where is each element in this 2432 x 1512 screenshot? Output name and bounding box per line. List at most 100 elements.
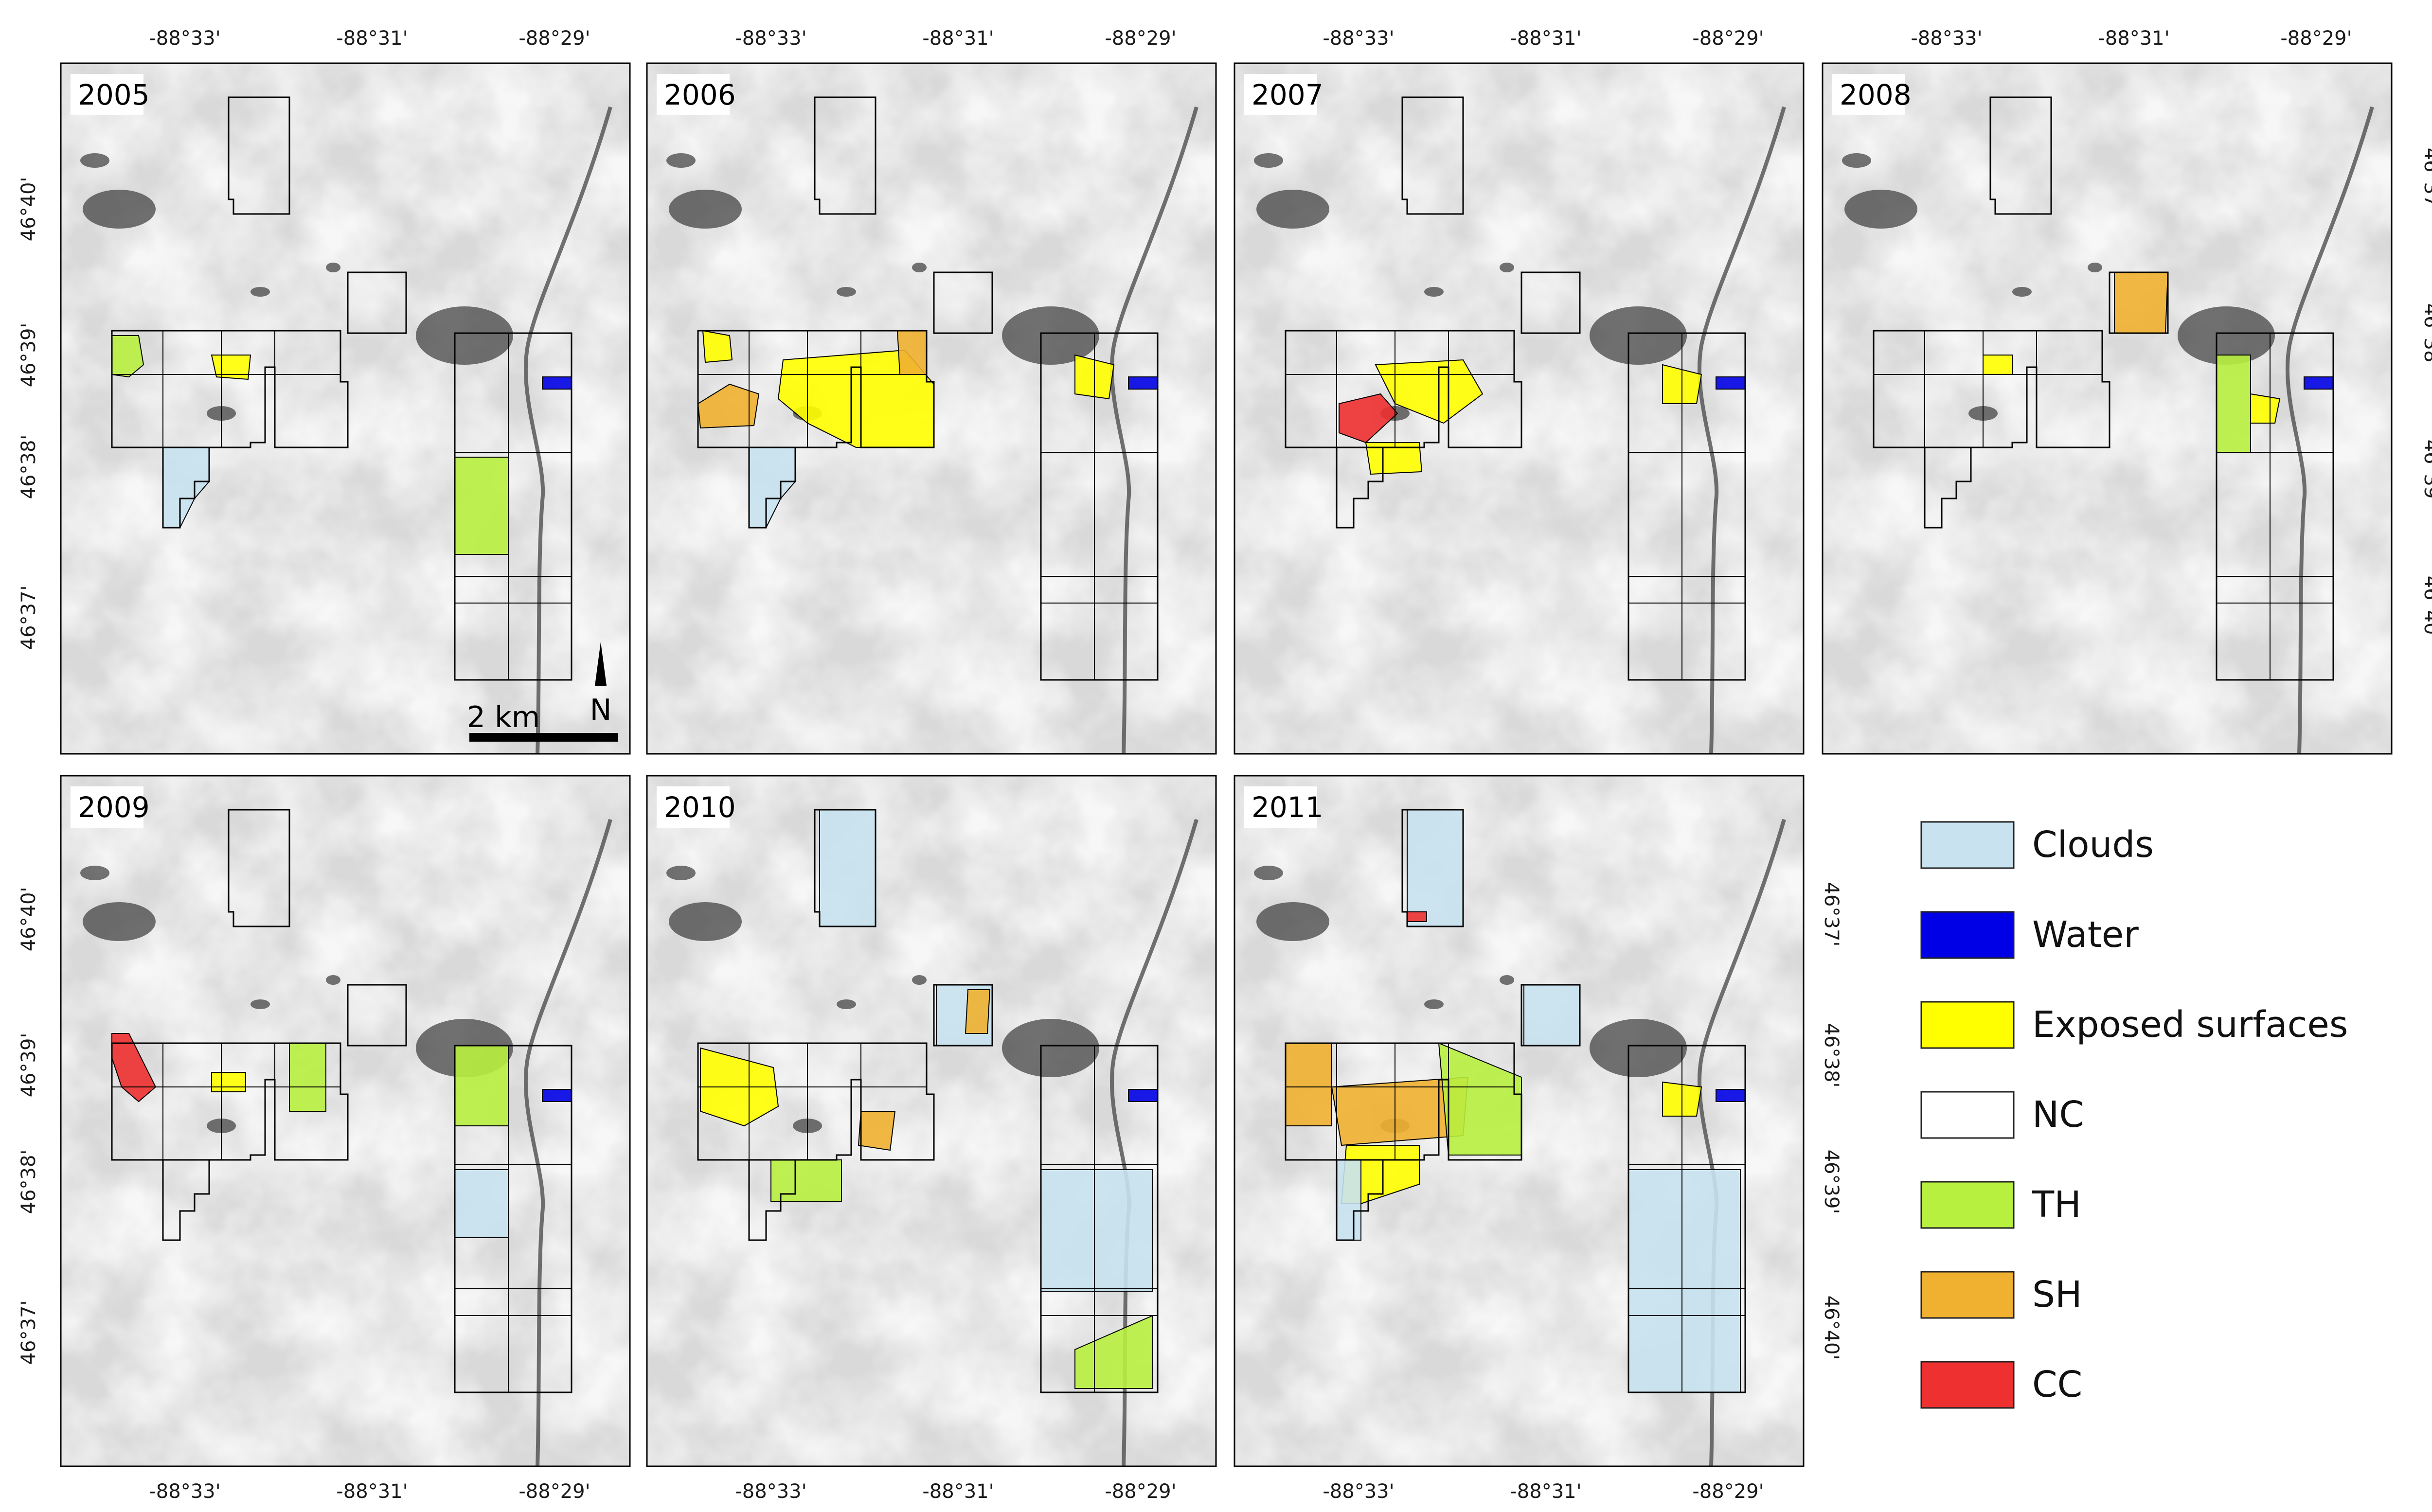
dark-terrain-feature	[326, 263, 340, 272]
lat-tick-label-right: 46°40'	[1820, 1296, 1842, 1360]
lon-tick-label-top: -88°33'	[735, 27, 806, 50]
satellite-image	[1823, 63, 2392, 754]
lon-tick-label-bottom: -88°31'	[336, 1480, 408, 1503]
lon-tick-label-top: -88°31'	[2098, 27, 2169, 50]
lon-tick-label-top: -88°29'	[519, 27, 590, 50]
class-patch-clouds	[454, 1169, 509, 1238]
year-label: 2008	[1840, 78, 1912, 111]
study-plot-outline	[1040, 1045, 1159, 1393]
study-plot-outline	[162, 1159, 210, 1241]
lat-tick-label-right: 46°39'	[1820, 1150, 1842, 1214]
dark-terrain-feature	[2088, 263, 2102, 272]
class-patch-th	[2216, 355, 2251, 453]
study-plot-outline	[748, 446, 796, 529]
study-plot-outline	[454, 1045, 572, 1393]
lat-tick-label-left: 46°37'	[18, 586, 40, 650]
class-patch-sh	[2114, 272, 2169, 334]
road	[523, 106, 612, 754]
class-patch-water	[2304, 376, 2334, 390]
class-patch-exposed-surfaces	[2250, 393, 2281, 424]
class-patch-sh	[1285, 1043, 1332, 1126]
study-plot-outline	[347, 984, 407, 1047]
map-panel-2008: 2008	[1822, 62, 2393, 755]
map-panel-2009: 2009	[60, 775, 631, 1467]
class-patch-cc	[1407, 911, 1427, 922]
lon-tick-label-bottom: -88°29'	[1105, 1480, 1176, 1503]
dark-terrain-feature	[1256, 190, 1329, 229]
study-plot-outline	[814, 809, 876, 927]
class-patch-th	[454, 1045, 509, 1126]
lat-tick-label-right: 46°40'	[2420, 576, 2432, 640]
lat-tick-label-left: 46°38'	[18, 1150, 40, 1214]
lon-tick-label-bottom: -88°29'	[1692, 1480, 1764, 1503]
class-patch-clouds	[1040, 1169, 1153, 1292]
dark-terrain-feature	[326, 975, 340, 985]
legend-label: TH	[2032, 1184, 2081, 1226]
dark-terrain-feature	[837, 287, 856, 297]
scale-bar: 2 km	[467, 700, 618, 742]
class-patch-water	[1716, 1089, 1746, 1102]
legend-swatch	[1920, 1181, 2015, 1229]
north-arrow-icon: N	[590, 642, 612, 727]
class-patch-th	[770, 1159, 842, 1202]
panel-frame	[1234, 775, 1805, 1467]
study-plot-outline	[228, 96, 290, 215]
scale-bar-line	[469, 733, 618, 742]
study-plot-outline	[1401, 96, 1464, 215]
legend-swatch	[1920, 1001, 2015, 1049]
dark-terrain-feature	[80, 866, 109, 880]
dark-terrain-feature	[1500, 263, 1514, 272]
dark-terrain-feature	[1002, 306, 1099, 365]
lon-tick-label-top: -88°31'	[336, 27, 408, 50]
legend-label: Clouds	[2032, 824, 2154, 866]
legend-swatch	[1920, 1361, 2015, 1409]
lat-tick-label-right: 46°38'	[1820, 1023, 1842, 1088]
satellite-image	[61, 63, 630, 754]
year-label-box	[1244, 786, 1317, 828]
dark-terrain-feature	[669, 190, 742, 229]
class-patch-clouds	[1628, 1169, 1741, 1393]
class-patch-water	[542, 1089, 572, 1102]
year-label: 2009	[78, 791, 150, 824]
dark-terrain-feature	[1002, 1019, 1099, 1077]
legend-swatch	[1920, 1271, 2015, 1319]
class-patch-sh	[858, 1111, 896, 1151]
study-plot-outline	[933, 984, 993, 1047]
lat-tick-label-left: 46°40'	[18, 887, 40, 952]
dark-terrain-feature	[416, 306, 513, 365]
legend: Clouds Water Exposed surfaces NC TH SH CC	[1920, 821, 2348, 1409]
class-patch-cc	[1339, 393, 1398, 444]
class-patch-exposed-surfaces	[1365, 442, 1423, 475]
legend-label: NC	[2032, 1094, 2084, 1136]
dark-terrain-feature	[837, 999, 856, 1009]
study-plot-outline	[2216, 332, 2334, 681]
north-arrow-label: N	[590, 693, 612, 727]
year-label: 2006	[664, 78, 736, 111]
study-plot-outline	[1520, 271, 1581, 334]
study-plot-outline	[162, 446, 210, 529]
dark-terrain-feature	[1424, 999, 1444, 1009]
class-patch-th	[289, 1043, 326, 1112]
class-patch-clouds	[1523, 984, 1580, 1046]
dark-terrain-feature	[1424, 287, 1444, 297]
class-patch-water	[1128, 376, 1158, 390]
panel-frame	[1822, 62, 2393, 755]
map-panel-2007: 2007	[1234, 62, 1805, 755]
lon-tick-label-bottom: -88°31'	[922, 1480, 994, 1503]
lon-tick-label-bottom: -88°33'	[149, 1480, 220, 1503]
dark-terrain-feature	[912, 975, 927, 985]
study-plot-outline	[1627, 332, 1746, 681]
class-patch-sh	[697, 383, 760, 429]
dark-terrain-feature	[80, 153, 109, 168]
study-plot-outline	[1924, 446, 1972, 529]
study-plot-outline	[748, 1159, 796, 1241]
class-patch-water	[1128, 1089, 1158, 1102]
year-label-box	[71, 74, 143, 115]
lon-tick-label-top: -88°33'	[1911, 27, 1982, 50]
panel-frame	[1234, 62, 1805, 755]
year-label-box	[1832, 74, 1905, 115]
year-label-box	[657, 786, 730, 828]
year-label-box	[657, 74, 730, 115]
panel-frame	[60, 775, 631, 1467]
class-patch-sh	[896, 330, 927, 375]
